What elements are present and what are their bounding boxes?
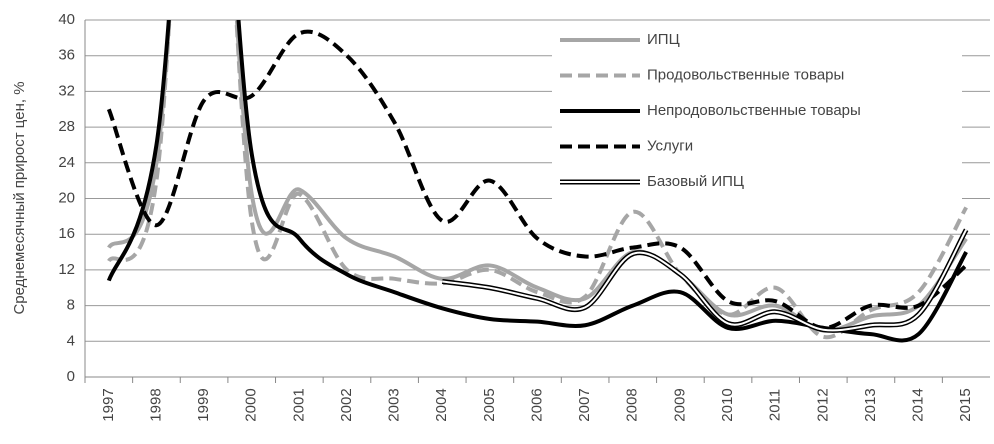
- x-tick-label: 2003: [386, 388, 403, 421]
- y-tick-label: 24: [58, 154, 75, 171]
- plot-area: [106, 20, 969, 343]
- x-tick-label: 2015: [957, 388, 974, 421]
- series-line: [106, 20, 968, 343]
- y-tick-label: 20: [58, 189, 75, 206]
- x-tick-label: 2008: [624, 388, 641, 421]
- x-tick-label: 2002: [338, 388, 355, 421]
- series-line-inner: [442, 229, 968, 332]
- x-tick-label: 2009: [671, 388, 688, 421]
- x-tick-label: 2004: [433, 388, 450, 421]
- x-tick-label: 2000: [243, 388, 260, 421]
- x-tick-label: 2010: [719, 388, 736, 421]
- series-line: [107, 20, 968, 340]
- x-tick-label: 2014: [910, 388, 927, 421]
- x-tick-label: 1998: [147, 388, 164, 421]
- y-axis-label: Среднемесячный прирост цен, %: [11, 81, 28, 314]
- x-tick-label: 2005: [481, 388, 498, 421]
- y-tick-label: 32: [58, 82, 75, 99]
- y-tick-label: 0: [67, 368, 75, 385]
- y-tick-label: 36: [58, 47, 75, 64]
- y-tick-label: 28: [58, 118, 75, 135]
- legend-label: ИПЦ: [647, 31, 680, 48]
- series-line: [107, 20, 968, 333]
- legend-label: Услуги: [647, 137, 693, 154]
- x-tick-label: 2012: [814, 388, 831, 421]
- x-tick-label: 2013: [862, 388, 879, 421]
- x-tick-label: 2001: [290, 388, 307, 421]
- x-tick-label: 2006: [528, 388, 545, 421]
- y-tick-label: 40: [58, 11, 75, 28]
- x-tick-label: 2007: [576, 388, 593, 421]
- y-tick-label: 16: [58, 225, 75, 242]
- series-line: [106, 29, 968, 330]
- y-tick-label: 8: [67, 297, 75, 314]
- y-tick-label: 12: [58, 261, 75, 278]
- x-tick-label: 2011: [767, 389, 784, 421]
- y-tick-label: 4: [67, 332, 75, 349]
- legend-label: Базовый ИПЦ: [647, 173, 744, 190]
- x-tick-label: 1999: [195, 388, 212, 421]
- x-tick-label: 1997: [100, 388, 117, 421]
- legend-label: Продовольственные товары: [647, 66, 844, 83]
- legend-label: Непродовольственные товары: [647, 102, 861, 119]
